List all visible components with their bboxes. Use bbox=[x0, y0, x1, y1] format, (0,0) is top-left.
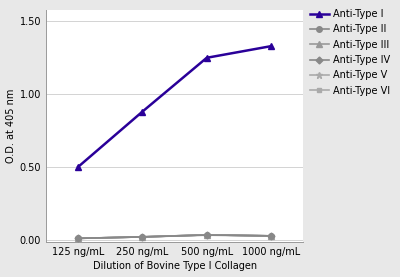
X-axis label: Dilution of Bovine Type I Collagen: Dilution of Bovine Type I Collagen bbox=[92, 261, 257, 271]
Anti-Type II bbox=[76, 237, 81, 240]
Anti-Type VI bbox=[140, 235, 145, 238]
Line: Anti-Type II: Anti-Type II bbox=[76, 232, 274, 241]
Anti-Type II bbox=[140, 235, 145, 238]
Anti-Type III bbox=[140, 235, 145, 238]
Anti-Type V bbox=[204, 233, 209, 237]
Anti-Type VI bbox=[204, 233, 209, 237]
Anti-Type IV bbox=[140, 235, 145, 238]
Anti-Type V bbox=[268, 234, 273, 238]
Legend: Anti-Type I, Anti-Type II, Anti-Type III, Anti-Type IV, Anti-Type V, Anti-Type V: Anti-Type I, Anti-Type II, Anti-Type III… bbox=[306, 5, 394, 100]
Line: Anti-Type VI: Anti-Type VI bbox=[76, 232, 274, 241]
Anti-Type I bbox=[76, 165, 81, 168]
Anti-Type V bbox=[76, 237, 81, 240]
Anti-Type I bbox=[268, 45, 273, 48]
Anti-Type I bbox=[140, 110, 145, 113]
Anti-Type III bbox=[268, 234, 273, 238]
Anti-Type II bbox=[268, 234, 273, 238]
Anti-Type I bbox=[204, 56, 209, 60]
Anti-Type IV bbox=[268, 234, 273, 238]
Anti-Type IV bbox=[76, 237, 81, 240]
Y-axis label: O.D. at 405 nm: O.D. at 405 nm bbox=[6, 89, 16, 163]
Line: Anti-Type IV: Anti-Type IV bbox=[76, 232, 274, 241]
Anti-Type III bbox=[76, 237, 81, 240]
Anti-Type III bbox=[204, 233, 209, 237]
Anti-Type II bbox=[204, 234, 209, 237]
Line: Anti-Type V: Anti-Type V bbox=[75, 231, 274, 242]
Anti-Type VI bbox=[76, 237, 81, 240]
Anti-Type V bbox=[140, 235, 145, 238]
Line: Anti-Type I: Anti-Type I bbox=[75, 43, 274, 170]
Anti-Type VI bbox=[268, 234, 273, 238]
Line: Anti-Type III: Anti-Type III bbox=[76, 232, 274, 241]
Anti-Type IV bbox=[204, 233, 209, 237]
